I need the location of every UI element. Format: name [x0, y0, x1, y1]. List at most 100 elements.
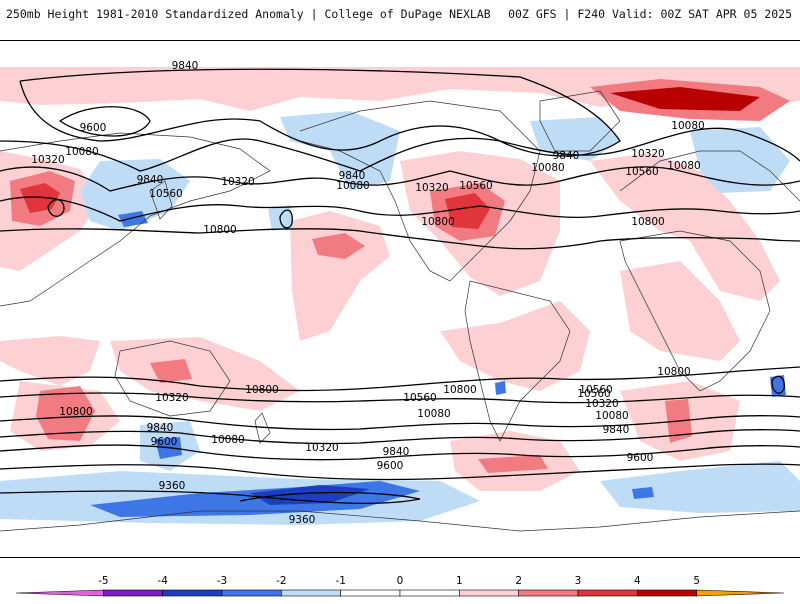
contour-10080-south: [0, 429, 800, 445]
contour-label: 9840: [137, 174, 164, 186]
coast-north-america: [299, 100, 541, 282]
contour-label: 10080: [211, 434, 244, 446]
contour-label: 10320: [221, 176, 254, 188]
colorbar-bin: [518, 589, 579, 597]
contour-10560-north: [0, 196, 800, 222]
contour-label: 9840: [553, 150, 580, 162]
contour-10560-south: [0, 392, 800, 404]
colorbar-bin: [637, 589, 697, 597]
contour-closed-pacific: [279, 209, 293, 229]
contour-9360-south: [0, 490, 421, 504]
anomaly-map: 9840 9600 10080 10320 9840 10320 10560 9840 1008…: [0, 40, 800, 558]
contour-label: 9840: [147, 422, 174, 434]
model-run-info: 00Z GFS | F240 Valid: 00Z SAT APR 05 202…: [508, 7, 792, 21]
negative-anomaly-pacific-small: [268, 205, 294, 231]
contour-label: 9840: [339, 170, 366, 182]
positive-anomaly-africa: [620, 261, 740, 361]
colorbar-bin: [281, 589, 341, 597]
contour-label: 10080: [667, 160, 700, 172]
contour-label: 10560: [459, 180, 492, 192]
positive-anomaly-pacific: [290, 211, 390, 341]
colorbar-svg: -5 -4 -3 -2 -1 0 1 2 3 4 5: [15, 575, 785, 597]
contour-label: 9840: [172, 60, 199, 72]
colorbar-bin: [696, 589, 785, 597]
positive-anomaly-us-max: [445, 193, 490, 229]
contour-label: 10320: [631, 148, 664, 160]
contour-10800-south: [0, 366, 800, 392]
positive-anomaly-pacific-core: [312, 233, 365, 259]
contour-label: 10560: [625, 166, 658, 178]
contour-label: 9840: [603, 424, 630, 436]
colorbar-tick-label: 5: [693, 575, 700, 587]
negative-anomaly-patagonia: [495, 381, 506, 395]
negative-anomaly-japan: [80, 159, 190, 231]
colorbar-tick-label: -1: [335, 575, 345, 587]
contour-label: 10320: [585, 398, 618, 410]
contour-label: 10320: [415, 182, 448, 194]
contour-label: 10560: [403, 392, 436, 404]
positive-anomaly-arctic-max: [610, 87, 760, 111]
contour-label: 10800: [245, 384, 278, 396]
contour-label: 10080: [336, 180, 369, 192]
colorbar-bin: [162, 589, 223, 597]
colorbar-bin: [399, 589, 460, 597]
contour-label: 10080: [417, 408, 450, 420]
negative-anomaly-southern-max: [250, 485, 370, 505]
contour-label: 9600: [151, 436, 178, 448]
contour-closed-east: [771, 375, 785, 394]
coast-africa: [619, 230, 771, 392]
positive-anomaly-south-america: [440, 301, 590, 391]
contour-label: 10800: [657, 366, 690, 378]
contour-10080-north: [0, 127, 800, 172]
contour-label: 10800: [443, 384, 476, 396]
positive-anomaly-si-core: [36, 386, 95, 441]
colorbar-tick-labels: -5 -4 -3 -2 -1 0 1 2 3 4 5: [98, 575, 700, 587]
contour-label: 10800: [631, 216, 664, 228]
contour-label: 10080: [531, 162, 564, 174]
map-title: 250mb Height 1981-2010 Standardized Anom…: [6, 7, 491, 21]
colorbar-bin: [221, 589, 282, 597]
contour-10320-north: [0, 166, 800, 192]
contour-label: 9360: [159, 480, 186, 492]
contour-label: 10080: [65, 146, 98, 158]
colorbar-tick-label: -2: [276, 575, 286, 587]
contour-label: 9360: [289, 514, 316, 526]
contour-label: 9840: [383, 446, 410, 458]
negative-anomaly-greenland: [530, 117, 620, 161]
positive-anomaly-australia-core: [150, 359, 192, 383]
positive-anomaly-indian: [0, 336, 100, 386]
contour-10320-south: [0, 415, 800, 431]
contour-10800-north: [0, 228, 800, 250]
negative-anomaly-europe: [690, 127, 790, 193]
negative-anomaly-south-atlantic-west: [600, 461, 800, 513]
contour-label: 10320: [305, 442, 338, 454]
colorbar: -5 -4 -3 -2 -1 0 1 2 3 4 5: [0, 560, 800, 600]
negative-anomaly-sa-core: [632, 487, 654, 499]
contour-label: 10800: [203, 224, 236, 236]
negative-anomaly-japan-core: [118, 211, 148, 227]
positive-anomaly-australia: [110, 337, 300, 411]
contour-label: 10080: [671, 120, 704, 132]
positive-anomaly-sp-core: [478, 455, 548, 473]
contour-9600-south: [0, 463, 800, 481]
coast-australia: [114, 340, 231, 417]
positive-anomaly-atlantic: [590, 153, 780, 301]
contour-label: 9600: [627, 452, 654, 464]
coast-greenland: [539, 90, 621, 152]
coast-antarctica: [0, 510, 800, 532]
contour-label: 10800: [421, 216, 454, 228]
colorbar-bin: [103, 589, 163, 597]
coast-europe: [619, 150, 800, 202]
coastlines: [0, 90, 800, 532]
colorbar-bin: [577, 589, 638, 597]
colorbar-bins: [15, 589, 785, 597]
contour-label: 10560: [577, 388, 610, 400]
contour-9840-north: [19, 68, 621, 157]
colorbar-bin: [15, 589, 104, 597]
contour-label: 9600: [377, 460, 404, 472]
positive-anomaly-arctic: [0, 67, 800, 111]
map-header: 250mb Height 1981-2010 Standardized Anom…: [0, 0, 800, 40]
colorbar-tick-label: 4: [634, 575, 641, 587]
contour-9840-south: [0, 444, 800, 461]
